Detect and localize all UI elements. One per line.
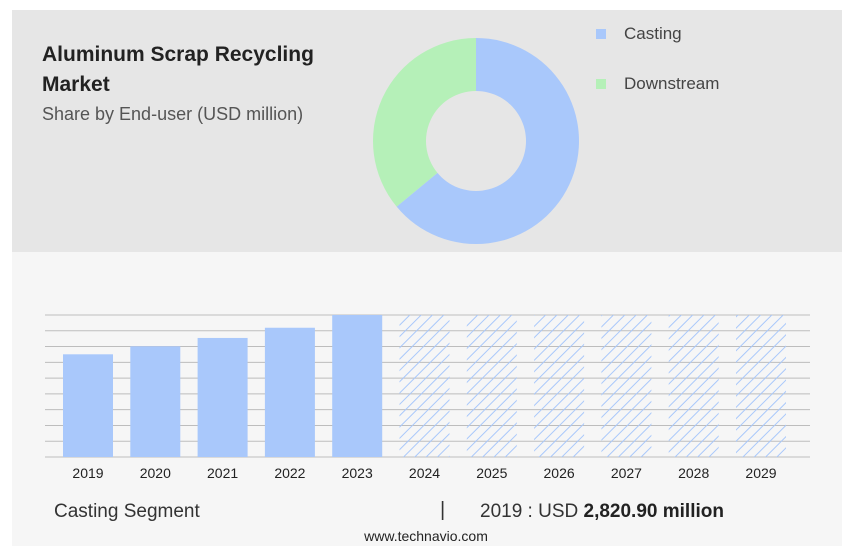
footer-separator: | <box>440 499 446 521</box>
legend-label-downstream: Downstream <box>624 74 720 93</box>
x-tick-label-2019: 2019 <box>72 465 103 481</box>
bar-2019 <box>63 354 113 457</box>
donut-slice-downstream <box>373 38 476 207</box>
legend-label-casting: Casting <box>624 24 682 43</box>
legend-item-casting: Casting <box>596 24 719 44</box>
bar-2022 <box>264 327 315 457</box>
donut-slice-casting <box>396 38 579 245</box>
legend-swatch-casting <box>596 29 606 39</box>
bar-forecast-2025 <box>466 315 517 457</box>
x-tick-label-2020: 2020 <box>140 465 171 481</box>
footer-value: 2019 : USD 2,820.90 million <box>480 501 724 523</box>
footer-segment-label: Casting Segment <box>54 501 200 522</box>
legend: Casting Downstream <box>596 24 719 124</box>
x-tick-label-2024: 2024 <box>409 465 440 481</box>
x-tick-label-2027: 2027 <box>611 465 642 481</box>
bar-forecast-2029 <box>736 315 786 457</box>
legend-item-downstream: Downstream <box>596 74 719 94</box>
bar-2020 <box>130 346 181 457</box>
x-tick-label-2028: 2028 <box>678 465 709 481</box>
bar-forecast-2024 <box>399 315 450 457</box>
bar-2021 <box>197 337 248 457</box>
x-tick-label-2026: 2026 <box>544 465 575 481</box>
x-tick-label-2025: 2025 <box>476 465 507 481</box>
x-tick-label-2022: 2022 <box>274 465 305 481</box>
x-tick-label-2023: 2023 <box>342 465 373 481</box>
bar-forecast-2026 <box>534 315 585 457</box>
footer-amount: 2,820.90 million <box>583 501 724 522</box>
bar-forecast-2027 <box>601 315 652 457</box>
chart-subtitle: Share by End-user (USD million) <box>42 104 304 124</box>
bar-2023 <box>332 315 383 457</box>
bar-forecast-2028 <box>668 315 719 457</box>
x-tick-label-2029: 2029 <box>745 465 776 481</box>
x-tick-label-2021: 2021 <box>207 465 238 481</box>
footer-value-prefix: : USD <box>522 501 584 522</box>
footer-year: 2019 <box>480 501 523 522</box>
source-url: www.technavio.com <box>364 528 488 544</box>
donut-chart <box>373 38 579 245</box>
chart-title: Aluminum Scrap Recycling Market <box>42 43 314 96</box>
legend-swatch-downstream <box>596 79 606 89</box>
